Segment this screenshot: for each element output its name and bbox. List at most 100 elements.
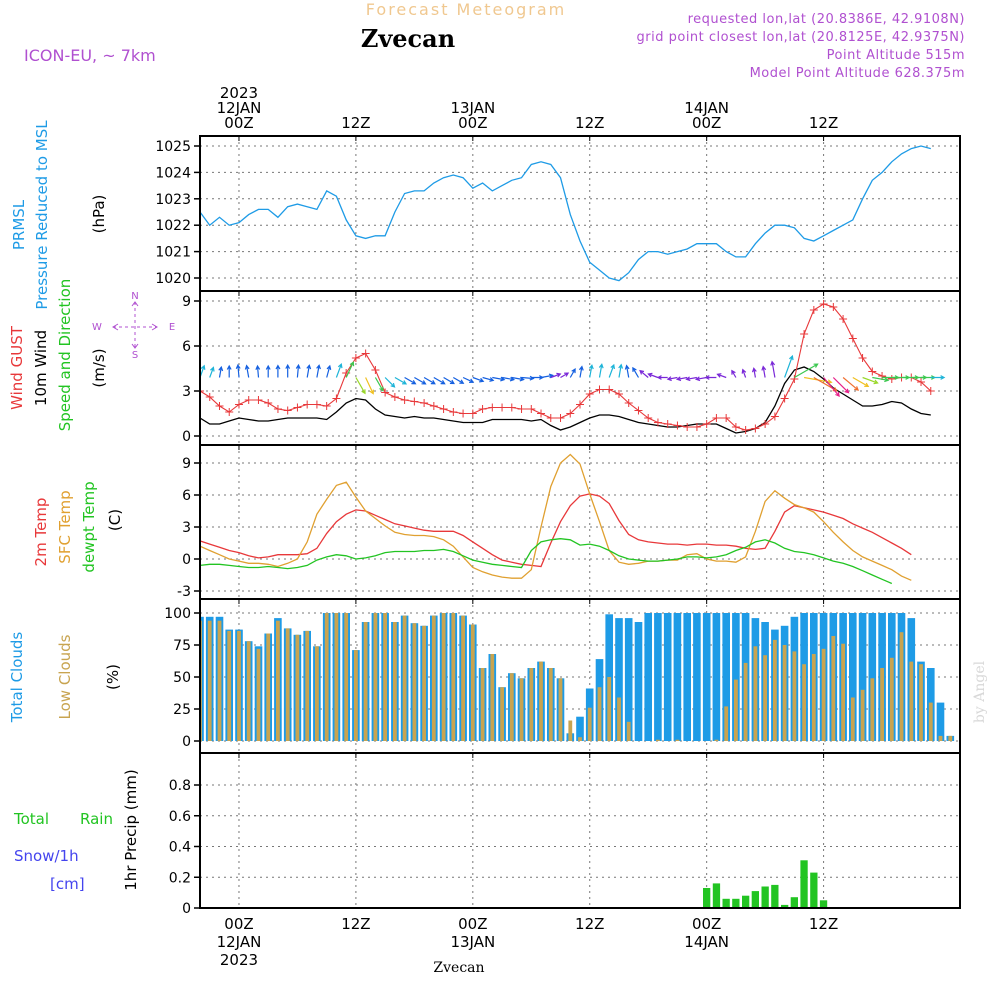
wind-direction-arrow xyxy=(295,363,301,378)
wind-direction-arrow xyxy=(316,364,321,378)
low-cloud-bar xyxy=(821,648,826,741)
wind-direction-arrow xyxy=(647,372,659,379)
bottom-time-label: 00Z xyxy=(224,915,253,933)
bottom-time-label: 2023 xyxy=(220,951,258,969)
wind-direction-arrow xyxy=(675,376,688,382)
wind-direction-arrow xyxy=(794,363,819,379)
top-time-label: 12JAN xyxy=(217,99,262,117)
gust-marker xyxy=(595,385,604,394)
low-cloud-bar xyxy=(363,622,368,741)
total-cloud-bar xyxy=(644,613,652,741)
model-label: ICON-EU, ~ 7km xyxy=(24,46,156,65)
wind-direction-arrow xyxy=(365,377,374,395)
top-time-label: 12Z xyxy=(809,114,838,132)
gust-marker xyxy=(751,424,760,433)
wind-direction-arrow xyxy=(751,367,757,378)
clouds-unit: (%) xyxy=(104,664,122,690)
bottom-time-label: 13JAN xyxy=(450,933,495,951)
gust-marker xyxy=(429,402,438,410)
gust-marker xyxy=(517,405,526,413)
wind-direction-arrow xyxy=(694,376,707,382)
wind-direction-arrow xyxy=(656,375,668,380)
low-cloud-bar xyxy=(782,645,787,741)
precip-panel-frame xyxy=(199,752,961,909)
gust-marker xyxy=(673,421,682,430)
wind-ytick-label: 6 xyxy=(182,339,191,355)
low-cloud-bar xyxy=(237,630,241,741)
pressure-ytick-label: 1021 xyxy=(155,245,191,261)
low-cloud-bar xyxy=(422,625,426,741)
low-cloud-bar xyxy=(548,668,553,741)
temp-ytick-label: 9 xyxy=(182,456,191,472)
wind-gust-line xyxy=(200,303,932,431)
wind-direction-arrow xyxy=(384,377,396,388)
low-cloud-bar xyxy=(490,654,495,741)
compass-east: E xyxy=(169,322,175,333)
compass-west: W xyxy=(92,322,102,333)
low-cloud-bar xyxy=(227,630,232,741)
gust-marker xyxy=(770,412,779,421)
location-title: Zvecan xyxy=(361,24,455,53)
low-cloud-bar xyxy=(724,706,729,741)
gust-marker xyxy=(634,406,643,415)
low-cloud-bar xyxy=(256,648,261,741)
low-cloud-bar xyxy=(675,739,680,741)
bottom-time-label: 14JAN xyxy=(684,933,729,951)
clouds-ytick-label: 100 xyxy=(164,606,191,622)
low-cloud-bar xyxy=(285,628,290,741)
low-cloud-bar xyxy=(509,673,514,741)
pressure-line xyxy=(200,145,931,282)
credit-watermark: by Angel xyxy=(972,660,988,723)
top-time-label: 14JAN xyxy=(684,99,729,117)
low-cloud-bar xyxy=(441,613,446,741)
requested-coords: requested lon,lat (20.8386E, 42.9108N) xyxy=(688,12,965,27)
compass-north: N xyxy=(131,291,138,302)
low-cloud-bar xyxy=(948,735,953,741)
low-cloud-bar xyxy=(207,620,212,741)
total-cloud-bar xyxy=(663,613,672,741)
low-cloud-bar xyxy=(919,664,923,741)
low-cloud-bar xyxy=(402,615,407,741)
gust-marker xyxy=(731,423,740,431)
gust-marker xyxy=(215,402,224,410)
low-cloud-bar xyxy=(656,739,660,741)
gust-marker xyxy=(537,409,546,418)
precip-panel-labels: Total Rain Snow/1h [cm] 1hr Precip (mm) xyxy=(13,769,140,893)
low-cloud-bar xyxy=(880,668,884,741)
bottom-time-label: 12Z xyxy=(809,915,838,933)
total-cloud-bar xyxy=(673,613,682,741)
low-cloud-bar xyxy=(539,661,543,741)
temp-label: 2m Temp xyxy=(32,498,50,567)
rain-bar xyxy=(761,886,769,908)
wind-direction-arrow xyxy=(639,369,649,378)
total-cloud-bar xyxy=(615,618,623,741)
wind-direction-arrow xyxy=(588,364,594,378)
wind-direction-arrow xyxy=(832,377,850,394)
gust-marker xyxy=(644,414,653,422)
wind-direction-arrow xyxy=(872,376,890,383)
low-cloud-bar xyxy=(626,721,631,741)
pressure-panel-labels: PRMSL Pressure Reduced to MSL (hPa) xyxy=(10,120,108,310)
gust-marker xyxy=(449,408,458,416)
chart-kind-title: Forecast Meteogram xyxy=(366,0,566,19)
low-cloud-bar xyxy=(315,646,319,741)
temp-dewpt-line xyxy=(200,538,893,585)
wind-direction-arrow xyxy=(930,375,946,380)
total-cloud-bar xyxy=(624,618,633,741)
low-cloud-bar xyxy=(344,613,349,741)
wind-direction-arrow xyxy=(394,376,408,385)
pressure-label-2: Pressure Reduced to MSL xyxy=(33,120,51,310)
wind-direction-arrow xyxy=(521,375,535,381)
wind-direction-arrow xyxy=(632,366,640,378)
wind-direction-arrow xyxy=(462,376,475,383)
gust-marker xyxy=(410,397,419,406)
pressure-ytick-label: 1025 xyxy=(155,139,191,155)
clouds-ytick-label: 25 xyxy=(173,702,191,718)
gust-marker xyxy=(283,406,292,415)
gust-marker xyxy=(566,409,575,418)
model-point-altitude: Model Point Altitude 628.375m xyxy=(750,66,965,81)
low-cloud-bar xyxy=(558,678,563,741)
pressure-label-1: PRMSL xyxy=(10,199,28,250)
top-time-label: 2023 xyxy=(220,84,258,102)
